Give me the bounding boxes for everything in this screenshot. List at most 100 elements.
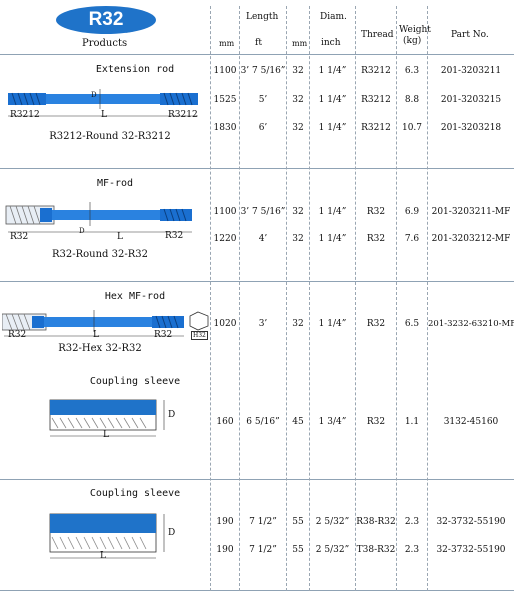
col-divider: [239, 6, 240, 591]
mf-rod-diameter-label: D: [79, 227, 85, 235]
cell-dmm: 55: [292, 545, 304, 555]
section-rule-2: [0, 281, 514, 282]
extension-rod-length-label: L: [101, 110, 107, 120]
cell-inch: 1 1/4”: [318, 319, 347, 329]
cell-ft: 6’: [258, 123, 268, 133]
cell-ft: 3’ 7 5/16”: [240, 66, 286, 76]
cell-mm: 1100: [213, 66, 237, 76]
cell-weight: 2.3: [404, 517, 420, 527]
cell-thread: R3212: [361, 123, 391, 133]
cell-inch: 1 1/4”: [318, 66, 347, 76]
coupling-sleeve-2-drawing: [49, 513, 165, 559]
mf-rod-right-thread-label: R32: [165, 231, 184, 241]
col-divider: [427, 6, 428, 591]
diam-header: Diam.: [320, 12, 347, 22]
coupling-sleeve-2-diameter-label: D: [168, 528, 176, 538]
coupling-sleeve-1-drawing: [49, 399, 165, 437]
cell-mm: 1525: [213, 95, 237, 105]
cell-mm: 1020: [213, 319, 237, 329]
cell-ft: 3’: [258, 319, 268, 329]
col-divider: [396, 6, 397, 591]
mf-rod-left-thread-label: R32: [10, 232, 29, 242]
mf-rod-length-label: L: [117, 232, 123, 242]
cell-weight: 10.7: [401, 123, 423, 133]
section-title-coupling-sleeve-2: Coupling sleeve: [89, 488, 181, 499]
cell-weight: 8.8: [404, 95, 420, 105]
cell-inch: 1 1/4”: [318, 123, 347, 133]
mf-rod-drawing: [5, 202, 192, 233]
bottom-rule: [0, 590, 514, 591]
cell-ft: 7 1/2”: [249, 545, 277, 555]
cell-dmm: 32: [292, 95, 304, 105]
cell-part-no: 201-3203211-MF: [431, 207, 511, 217]
cell-inch: 1 1/4”: [318, 95, 347, 105]
coupling-sleeve-1-length-label: L: [103, 430, 109, 440]
cell-part-no: 32-3732-55190: [436, 545, 506, 555]
hex-mf-rod-left-thread-label: R32: [8, 330, 27, 340]
coupling-sleeve-1-diameter-label: D: [168, 410, 176, 420]
cell-inch: 2 5/32”: [315, 517, 350, 527]
cell-dmm: 32: [292, 207, 304, 217]
cell-part-no: 201-3203218: [440, 123, 502, 133]
cell-dmm: 32: [292, 66, 304, 76]
cell-mm: 1100: [213, 207, 237, 217]
col-divider: [355, 6, 356, 591]
cell-thread: R3212: [361, 95, 391, 105]
part-no-header: Part No.: [451, 30, 489, 40]
cell-weight: 6.5: [404, 319, 420, 329]
cell-part-no: 201-3232-63210-MF: [428, 319, 514, 329]
cell-thread: R32: [366, 234, 386, 244]
cell-dmm: 32: [292, 123, 304, 133]
length-header: Length: [246, 12, 279, 22]
cell-part-no: 3132-45160: [443, 417, 499, 427]
cell-dmm: 32: [292, 319, 304, 329]
r32-logo: R32: [56, 6, 156, 34]
cell-mm: 160: [216, 417, 234, 427]
cell-inch: 2 5/32”: [315, 545, 350, 555]
unit-ft-header: ft: [255, 38, 262, 48]
cell-thread: R38-R32: [356, 517, 396, 527]
header-rule: [0, 54, 514, 55]
cell-thread: R32: [366, 207, 386, 217]
extension-rod-drawing: [8, 89, 198, 117]
unit-inch-header: inch: [321, 38, 341, 48]
cell-inch: 1 1/4”: [318, 207, 347, 217]
section-rule-3: [0, 479, 514, 480]
mf-rod-caption: R32-Round 32-R32: [51, 249, 148, 260]
cell-weight: 2.3: [404, 545, 420, 555]
extension-rod-left-thread-label: R3212: [10, 110, 40, 120]
unit-mm-header: mm: [219, 39, 235, 48]
cell-thread: T38-R32: [356, 545, 396, 555]
cell-dmm: 55: [292, 517, 304, 527]
cell-mm: 1220: [213, 234, 237, 244]
cell-thread: R32: [366, 417, 386, 427]
hex-mf-rod-right-thread-label: R32: [154, 330, 173, 340]
weight-unit-header: (kg): [403, 36, 422, 46]
cell-part-no: 201-3203212-MF: [431, 234, 511, 244]
section-title-hex-mf-rod: Hex MF-rod: [104, 291, 166, 302]
products-header: Products: [82, 38, 128, 49]
cell-weight: 7.6: [404, 234, 420, 244]
section-title-mf-rod: MF-rod: [96, 178, 134, 189]
coupling-sleeve-2-length-label: L: [100, 551, 106, 561]
cell-inch: 1 3/4”: [318, 417, 347, 427]
extension-rod-diameter-label: D: [91, 91, 97, 99]
cell-part-no: 201-3203211: [440, 66, 502, 76]
hex-size-label: H32: [191, 331, 208, 340]
section-title-extension-rod: Extension rod: [95, 64, 175, 75]
cell-dmm: 32: [292, 234, 304, 244]
col-divider: [210, 6, 211, 591]
cell-weight: 6.9: [404, 207, 420, 217]
cell-dmm: 45: [292, 417, 304, 427]
cell-thread: R3212: [361, 66, 391, 76]
section-title-coupling-sleeve-1: Coupling sleeve: [89, 376, 181, 387]
cell-mm: 190: [216, 545, 234, 555]
col-divider: [286, 6, 287, 591]
cell-part-no: 32-3732-55190: [436, 517, 506, 527]
cell-weight: 6.3: [404, 66, 420, 76]
cell-mm: 190: [216, 517, 234, 527]
cell-mm: 1830: [213, 123, 237, 133]
hex-mf-rod-drawing: [2, 310, 209, 337]
cell-inch: 1 1/4”: [318, 234, 347, 244]
cell-ft: 5’: [258, 95, 268, 105]
